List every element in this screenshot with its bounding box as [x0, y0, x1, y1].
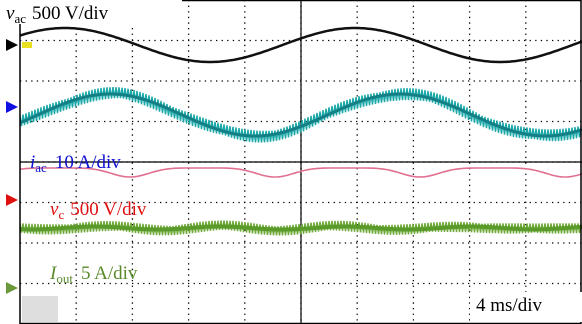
ch1-marker [6, 39, 18, 51]
scale: 10 A/div [55, 152, 121, 173]
scale: 5 A/div [81, 263, 138, 284]
status-box [22, 296, 58, 322]
scale: 500 V/div [70, 199, 147, 220]
trigger-marker [22, 42, 32, 48]
ch4-marker [6, 282, 18, 294]
ch3-marker [6, 194, 18, 206]
page: vac500 V/div iac10 A/div vc500 V/div Iou… [0, 0, 582, 324]
subscript: out [56, 271, 73, 286]
subscript: c [58, 207, 64, 222]
subscript: ac [14, 11, 26, 26]
scale: 500 V/div [32, 3, 109, 24]
timebase-label: 4 ms/div [476, 295, 542, 316]
ch2-marker [6, 101, 18, 113]
oscilloscope-screen: vac500 V/div iac10 A/div vc500 V/div Iou… [0, 0, 582, 324]
subscript: ac [35, 160, 47, 175]
